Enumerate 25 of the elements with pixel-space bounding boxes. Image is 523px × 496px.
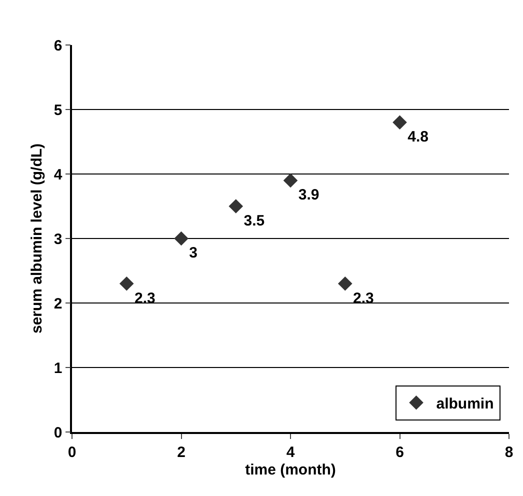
y-tick-label: 3 <box>54 230 62 248</box>
point <box>119 276 134 291</box>
point <box>338 276 352 291</box>
y-tick-label: 2 <box>54 295 62 312</box>
point <box>174 231 188 246</box>
point <box>228 199 244 214</box>
point <box>392 115 407 130</box>
point <box>283 173 298 188</box>
data-label: 3.9 <box>298 186 320 204</box>
data-label: 3.5 <box>244 212 265 230</box>
x-axis-title: time (month) <box>245 461 336 478</box>
y-tick-label: 4 <box>54 166 63 184</box>
y-tick-label: 5 <box>54 102 62 119</box>
y-tick-label: 0 <box>54 424 62 442</box>
x-tick-label: 4 <box>286 444 296 461</box>
x-tick-label: 8 <box>504 444 514 461</box>
y-tick-label: 1 <box>54 360 62 377</box>
legend-label: albumin <box>436 395 494 412</box>
y-axis-title: serum albumin level (g/dL) <box>28 143 46 334</box>
x-tick-label: 6 <box>396 444 404 461</box>
x-tick-label: 0 <box>68 444 76 461</box>
y-tick-label: 6 <box>54 37 62 54</box>
data-label: 4.8 <box>408 128 428 146</box>
data-label: 3 <box>189 244 198 262</box>
x-tick-label: 2 <box>177 444 186 461</box>
